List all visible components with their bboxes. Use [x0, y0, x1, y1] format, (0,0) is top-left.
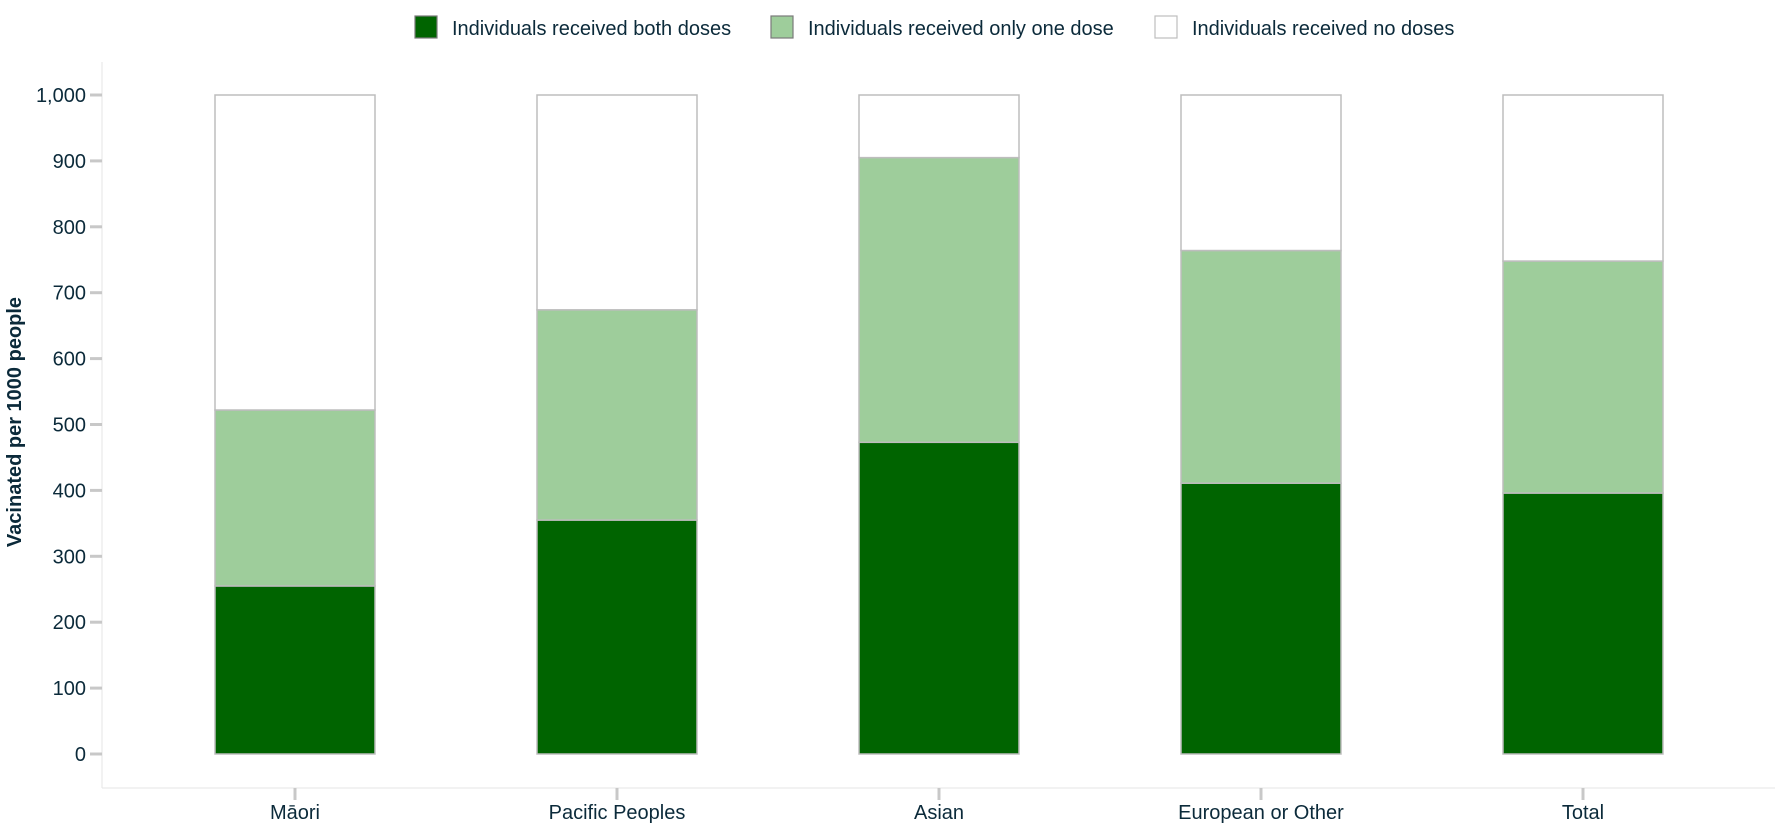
bar-segment [1180, 249, 1342, 484]
bar-segment [536, 309, 698, 521]
legend-label: Individuals received no doses [1192, 18, 1454, 40]
legend-label: Individuals received both doses [452, 18, 731, 40]
legend-swatch [414, 15, 438, 39]
y-tick-label: 100 [53, 678, 86, 700]
x-tick-label: Māori [270, 802, 320, 824]
y-tick-label: 0 [75, 744, 86, 766]
y-tick-label: 900 [53, 151, 86, 173]
bar-segment [536, 94, 698, 311]
y-tick-label: 700 [53, 283, 86, 305]
bar-segment [214, 585, 376, 755]
legend-swatch [770, 15, 794, 39]
bar-segment [1180, 482, 1342, 755]
bar-segment [1502, 94, 1664, 262]
x-tick-label: Pacific Peoples [549, 802, 686, 824]
bar-segment [214, 409, 376, 587]
x-tick-label: Total [1562, 802, 1604, 824]
y-axis: 0 100 200 300 400 500 600 700 800 900 1,000 [36, 62, 103, 788]
x-tick-label: Asian [914, 802, 964, 824]
bar-segment [858, 94, 1020, 159]
y-tick-label: 200 [53, 612, 86, 634]
legend-swatch [1154, 15, 1178, 39]
bar-segment [1180, 94, 1342, 252]
bar-segment [858, 441, 1020, 755]
legend: Individuals received both doses Individua… [414, 15, 1454, 40]
x-tick-label: European or Other [1178, 802, 1344, 824]
y-tick-label: 600 [53, 349, 86, 371]
y-axis-title: Vacinated per 1000 people [4, 297, 26, 547]
y-tick-label: 400 [53, 480, 86, 502]
bar-segment [1502, 260, 1664, 494]
bar-segment [536, 519, 698, 755]
bar-segment [214, 94, 376, 411]
x-axis: Māori Pacific Peoples Asian European or Oth… [102, 787, 1775, 824]
y-tick-label: 1,000 [36, 85, 86, 107]
bars [214, 94, 1664, 755]
bar-segment [1502, 492, 1664, 755]
legend-label: Individuals received only one dose [808, 18, 1114, 40]
y-tick-label: 500 [53, 415, 86, 437]
bar-segment [858, 156, 1020, 444]
y-tick-label: 300 [53, 546, 86, 568]
y-tick-label: 800 [53, 217, 86, 239]
